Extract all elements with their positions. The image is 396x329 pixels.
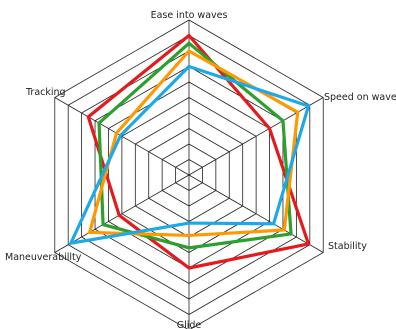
- grid-spoke: [188, 97, 324, 176]
- axis-label-ease-into-waves: Ease into waves: [151, 10, 228, 21]
- axis-label-maneuverability: Maneuverabillty: [5, 252, 82, 263]
- series-line-3: [87, 48, 300, 238]
- axis-label-glide: Glide: [177, 320, 202, 329]
- axis-labels: Ease into waves Speed on wave Stability …: [5, 10, 396, 329]
- axis-label-speed-on-wave: Speed on wave: [324, 92, 396, 103]
- grid-spoke: [54, 174, 190, 253]
- radar-series: [68, 33, 311, 270]
- series-line-2: [97, 41, 293, 250]
- series-line-1: [86, 33, 311, 270]
- axis-label-tracking: Tracking: [25, 87, 66, 98]
- series-line-4: [68, 64, 311, 246]
- grid-spoke: [188, 174, 324, 253]
- axis-label-stability: Stability: [328, 241, 367, 252]
